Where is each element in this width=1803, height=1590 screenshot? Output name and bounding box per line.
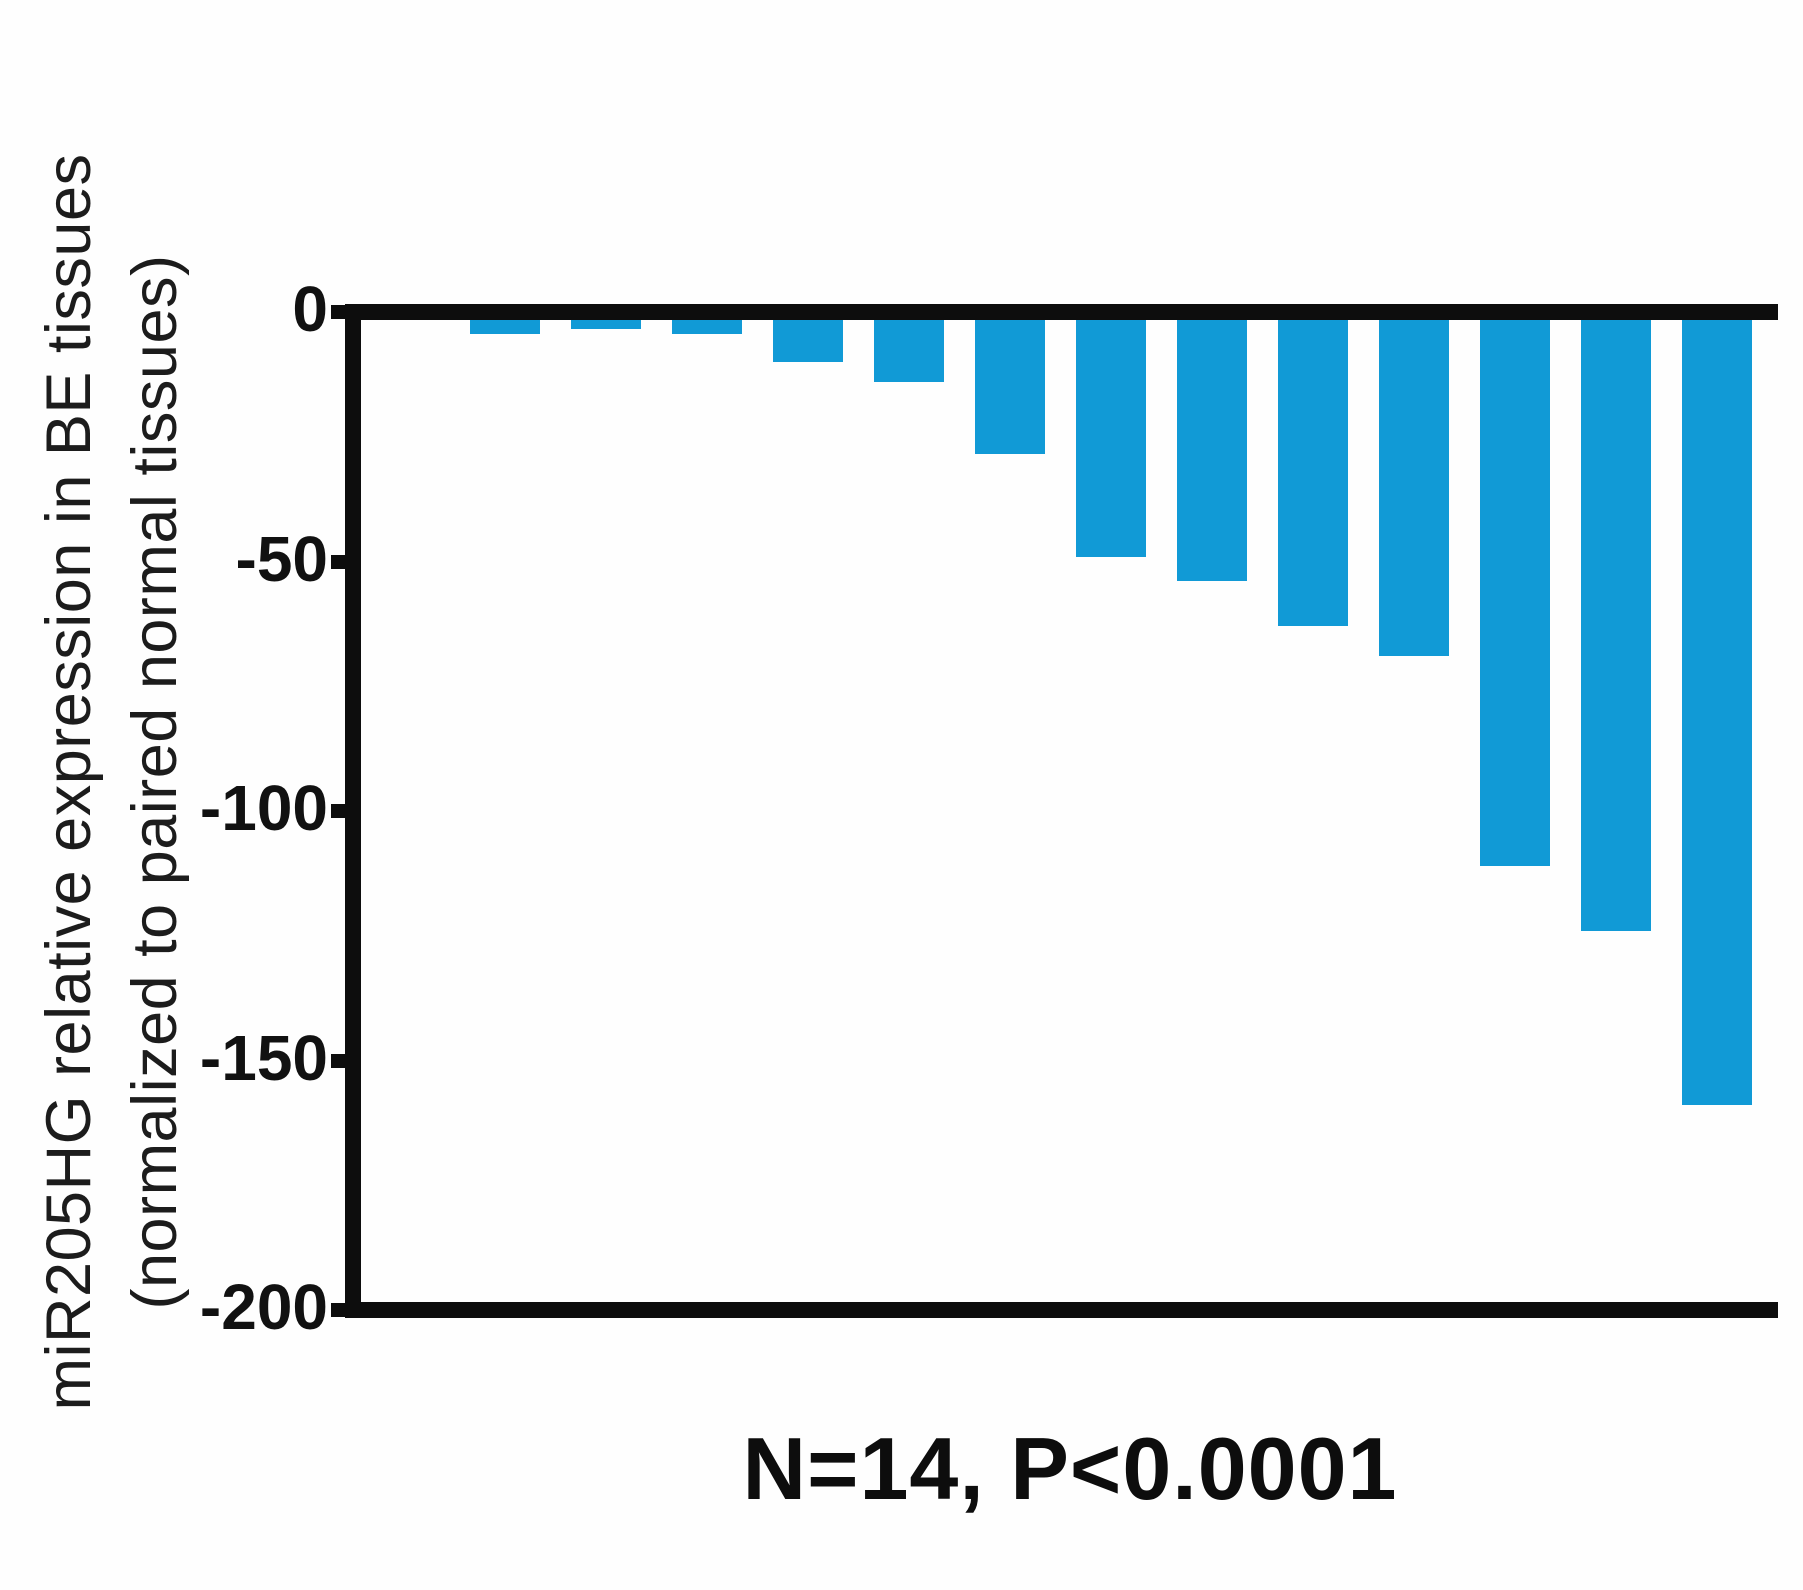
y-tick-mark: [331, 555, 347, 569]
bar: [1581, 312, 1651, 931]
stats-annotation: N=14, P<0.0001: [742, 1419, 1398, 1518]
y-tick-mark: [331, 1054, 347, 1068]
y-tick-label: -100: [199, 772, 328, 845]
y-tick-label: -50: [235, 523, 329, 596]
y-tick-mark: [331, 1303, 347, 1317]
x-axis-zero-line: [345, 304, 1778, 320]
bar: [874, 312, 944, 382]
bar: [1278, 312, 1348, 626]
y-tick-mark: [331, 305, 347, 319]
bar: [1177, 312, 1247, 581]
bar: [1480, 312, 1550, 866]
y-tick-label: 0: [292, 273, 328, 346]
bar: [773, 312, 843, 362]
y-tick-label: -150: [199, 1022, 328, 1095]
bar: [1682, 312, 1752, 1105]
y-tick-label: -200: [199, 1271, 328, 1344]
y-axis-line: [345, 304, 361, 1318]
y-tick-mark: [331, 804, 347, 818]
bar: [1076, 312, 1146, 557]
bar: [1379, 312, 1449, 656]
x-axis-bottom-line: [345, 1302, 1778, 1318]
bar: [975, 312, 1045, 454]
